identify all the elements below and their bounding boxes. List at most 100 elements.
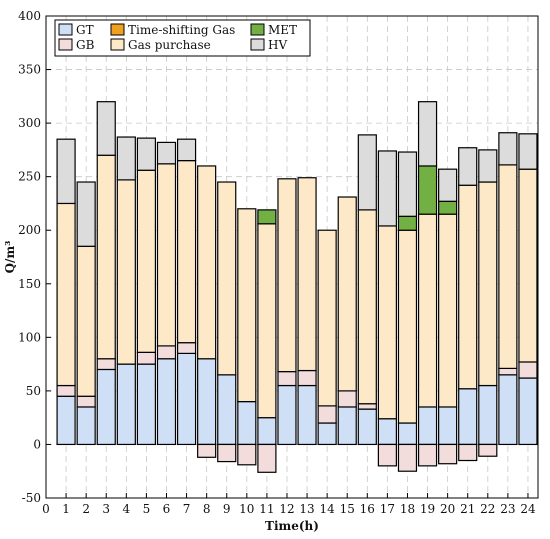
legend-swatch: [58, 23, 73, 36]
x-tick-label: 16: [360, 502, 375, 516]
bar-segment-gt-11: [257, 417, 277, 446]
y-tick-label: -50: [22, 491, 41, 505]
x-tick-label: 10: [239, 502, 254, 516]
bars: [56, 101, 538, 473]
bar-segment-gt-5: [136, 363, 157, 446]
bar-segment-gb-7: [176, 342, 197, 355]
bar-segment-hv-3: [96, 101, 116, 156]
bar-segment-gas-purchase-23: [498, 164, 518, 369]
bar-segment-hv-23: [498, 132, 518, 166]
bar-segment-hv-24: [518, 133, 538, 170]
bar-segment-gb-22: [478, 443, 498, 457]
x-tick-label: 22: [480, 502, 495, 516]
bar-segment-gt-22: [478, 384, 498, 446]
x-tick-label: 3: [102, 502, 110, 516]
bar-segment-gt-14: [317, 422, 337, 446]
bar-segment-gas-purchase-16: [357, 209, 377, 405]
bar-segment-gb-8: [197, 443, 217, 458]
bar-segment-gt-10: [237, 401, 257, 446]
bar-segment-hv-4: [116, 136, 136, 181]
bar-segment-gt-9: [217, 374, 237, 446]
bar-segment-hv-21: [458, 147, 478, 186]
bar-segment-gas-purchase-24: [518, 168, 538, 363]
x-axis-label: Time(h): [265, 519, 319, 533]
x-tick-label: 24: [520, 502, 536, 516]
bar-segment-gas-purchase-22: [478, 181, 498, 387]
bar-segment-gas-purchase-6: [156, 163, 177, 347]
bar-segment-gas-purchase-20: [438, 213, 458, 408]
bar-segment-gas-purchase-12: [277, 178, 297, 373]
bar-segment-gas-purchase-8: [197, 165, 217, 360]
x-tick-label: 5: [143, 502, 151, 516]
bar-segment-met-18: [397, 215, 418, 231]
y-tick-label: 150: [18, 277, 41, 291]
bar-segment-gb-1: [56, 384, 76, 397]
bar-segment-gas-purchase-10: [237, 208, 257, 403]
y-tick-label: 250: [18, 170, 41, 184]
x-tick-label: 12: [279, 502, 294, 516]
bar-segment-gb-19: [417, 443, 438, 467]
bar-segment-gas-purchase-21: [458, 184, 478, 390]
x-tick-label: 20: [440, 502, 455, 516]
x-tick-label: 13: [299, 502, 314, 516]
legend-swatch: [250, 23, 265, 36]
bar-segment-hv-22: [478, 149, 498, 183]
bar-segment-gb-3: [96, 358, 116, 371]
bar-segment-gt-3: [96, 368, 116, 446]
bar-segment-gas-purchase-14: [317, 229, 337, 407]
bar-segment-gas-purchase-9: [217, 181, 237, 376]
bar-segment-hv-6: [156, 141, 177, 165]
y-tick-label: 300: [18, 116, 41, 130]
bar-segment-gb-18: [397, 443, 418, 472]
y-tick-label: 100: [18, 330, 41, 344]
bar-segment-hv-7: [176, 138, 197, 162]
bar-segment-hv-2: [76, 181, 96, 247]
bar-segment-gas-purchase-19: [417, 213, 438, 408]
bar-segment-gb-15: [337, 390, 357, 408]
bar-segment-gb-21: [458, 443, 478, 462]
y-tick-label: 400: [18, 9, 41, 23]
legend-label: GT: [76, 23, 94, 37]
bar-segment-hv-16: [357, 134, 377, 211]
legend-label: GB: [76, 38, 95, 52]
bar-segment-gb-14: [317, 405, 337, 424]
x-tick-label: 9: [223, 502, 231, 516]
bar-segment-gt-21: [458, 388, 478, 446]
bar-segment-gb-6: [156, 345, 177, 360]
x-tick-label: 17: [380, 502, 395, 516]
legend-label: Gas purchase: [128, 38, 211, 52]
bar-segment-gas-purchase-4: [116, 179, 136, 365]
bar-segment-gb-13: [297, 369, 317, 387]
bar-segment-gas-purchase-18: [397, 229, 418, 424]
bar-segment-gt-8: [197, 358, 217, 446]
x-tick-label: 15: [340, 502, 355, 516]
y-tick-label: 50: [26, 384, 41, 398]
x-tick-label: 21: [460, 502, 475, 516]
bar-segment-gt-7: [176, 352, 197, 446]
bar-segment-gt-20: [438, 406, 458, 446]
bar-segment-gb-2: [76, 395, 96, 408]
legend-box: [54, 19, 311, 57]
bar-segment-met-20: [438, 200, 458, 215]
bar-segment-gas-purchase-11: [257, 223, 277, 419]
bar-segment-hv-5: [136, 137, 157, 171]
x-tick-label: 19: [420, 502, 435, 516]
bar-segment-gas-purchase-5: [136, 169, 157, 353]
bar-segment-hv-20: [438, 168, 458, 202]
bar-segment-gb-23: [498, 367, 518, 376]
legend-label: HV: [268, 38, 287, 52]
bar-segment-gt-15: [337, 406, 357, 446]
x-tick-label: 11: [259, 502, 274, 516]
bar-segment-gt-23: [498, 374, 518, 446]
bar-segment-hv-18: [397, 151, 418, 217]
bar-segment-met-19: [417, 165, 438, 215]
legend-label: MET: [268, 23, 297, 37]
bar-segment-gt-6: [156, 358, 177, 446]
bar-segment-gb-12: [277, 371, 297, 387]
bar-segment-gt-19: [417, 406, 438, 446]
bar-segment-gas-purchase-17: [377, 225, 397, 420]
tick-labels: 0 1 2 3 4 5 6 7 8 9 10 11 12 13 14 15 16 17 18 19 20 21 22 23 24…: [18, 9, 536, 516]
bar-segment-gt-13: [297, 384, 317, 446]
bar-segment-gas-purchase-7: [176, 160, 197, 344]
